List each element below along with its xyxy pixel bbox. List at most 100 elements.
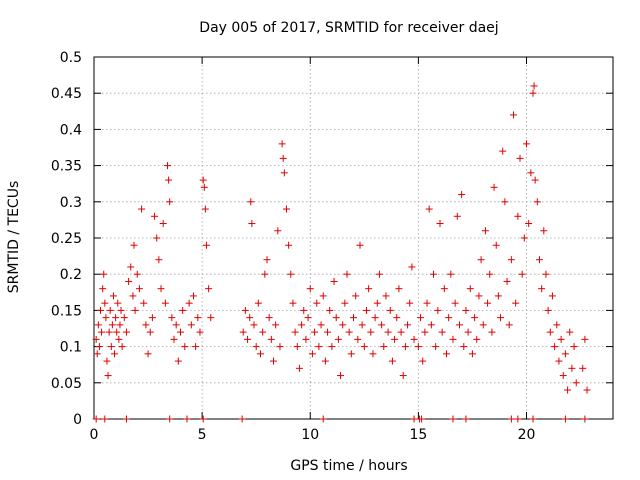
data-point <box>257 350 265 358</box>
data-point <box>399 372 407 380</box>
data-point <box>378 321 386 329</box>
data-point <box>306 285 314 293</box>
data-point <box>471 314 479 322</box>
data-point <box>293 343 301 351</box>
data-point <box>417 314 425 322</box>
data-point <box>369 350 377 358</box>
data-point <box>503 277 511 285</box>
data-point <box>488 328 496 336</box>
x-tick-label: 15 <box>409 427 427 443</box>
y-tick-label: 0.4 <box>60 122 82 138</box>
data-point <box>205 285 213 293</box>
data-point <box>479 321 487 329</box>
data-point <box>356 241 364 249</box>
data-point <box>544 306 552 314</box>
data-point <box>166 415 174 423</box>
data-point <box>533 198 541 206</box>
data-point <box>375 270 383 278</box>
data-point <box>311 328 319 336</box>
data-point <box>529 89 537 97</box>
data-point <box>239 328 247 336</box>
data-point <box>199 415 207 423</box>
data-point <box>462 306 470 314</box>
data-point <box>177 328 184 336</box>
data-point <box>568 364 576 372</box>
data-point <box>559 372 567 380</box>
data-point <box>391 335 399 343</box>
data-point <box>131 306 139 314</box>
data-point <box>529 415 537 423</box>
data-point <box>321 357 329 365</box>
data-point <box>581 335 589 343</box>
data-point <box>507 256 515 264</box>
data-point <box>272 321 280 329</box>
data-point <box>144 350 152 358</box>
data-point <box>313 299 321 307</box>
y-tick-label: 0.05 <box>51 376 82 392</box>
data-point <box>324 328 332 336</box>
data-point <box>548 292 556 300</box>
data-points <box>92 82 591 423</box>
data-point <box>295 364 303 372</box>
data-point <box>455 321 463 329</box>
data-point <box>244 335 252 343</box>
data-point <box>384 328 392 336</box>
data-point <box>102 314 110 322</box>
data-point <box>350 314 357 322</box>
data-point <box>530 82 538 90</box>
data-point <box>397 328 405 336</box>
data-point <box>155 256 163 264</box>
data-point <box>120 314 128 322</box>
data-point <box>362 306 370 314</box>
data-point <box>481 227 489 235</box>
data-point <box>525 220 533 228</box>
data-point <box>425 205 433 213</box>
data-point <box>499 147 507 155</box>
data-point <box>432 343 440 351</box>
data-point <box>248 220 256 228</box>
data-point <box>445 314 453 322</box>
data-point <box>291 328 299 336</box>
data-point <box>486 270 494 278</box>
data-point <box>497 314 505 322</box>
data-point <box>421 328 429 336</box>
data-point <box>380 343 388 351</box>
data-point <box>561 350 569 358</box>
data-point <box>247 198 255 206</box>
y-tick-label: 0.35 <box>51 159 82 175</box>
data-point <box>460 343 468 351</box>
data-point <box>192 343 200 351</box>
data-point <box>189 292 197 300</box>
data-point <box>117 306 125 314</box>
data-point <box>339 321 347 329</box>
data-point <box>382 292 390 300</box>
data-point <box>101 415 109 423</box>
data-point <box>540 227 548 235</box>
data-point <box>535 256 543 264</box>
data-point <box>419 357 427 365</box>
data-point <box>418 415 426 423</box>
data-point <box>304 314 312 322</box>
x-tick-label: 5 <box>198 427 207 443</box>
data-point <box>95 343 103 351</box>
data-point <box>201 205 209 213</box>
data-point <box>302 335 310 343</box>
data-point <box>148 314 156 322</box>
data-point <box>523 140 530 148</box>
data-point <box>280 169 288 177</box>
data-point <box>103 357 111 365</box>
chart-title: Day 005 of 2017, SRMTID for receiver dae… <box>199 20 498 36</box>
data-point <box>98 328 106 336</box>
data-point <box>546 328 554 336</box>
data-point <box>427 321 435 329</box>
data-point <box>408 263 416 271</box>
data-point <box>388 357 396 365</box>
data-point <box>207 314 215 322</box>
data-point <box>468 350 476 358</box>
data-point <box>354 335 362 343</box>
y-tick-label: 0.5 <box>60 50 82 66</box>
data-point <box>395 285 403 293</box>
data-point <box>140 299 148 307</box>
data-point <box>514 415 522 423</box>
data-point <box>274 227 282 235</box>
